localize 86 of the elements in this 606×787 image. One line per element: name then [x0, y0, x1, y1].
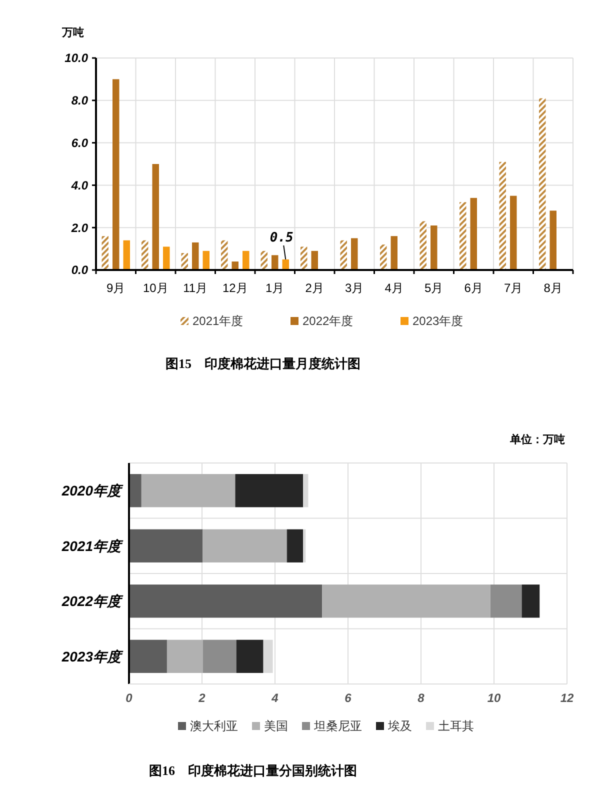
text: 图16 印度棉花进口量分国别统计图 [149, 763, 357, 778]
x-tick-label: 7月 [504, 281, 523, 295]
bar [303, 474, 308, 508]
x-tick-label: 2 [198, 691, 206, 705]
x-tick-label: 12月 [222, 281, 248, 295]
bar [236, 640, 264, 673]
x-tick-label: 1月 [266, 281, 284, 295]
x-tick-label: 8 [418, 691, 425, 705]
legend-label: 土耳其 [438, 719, 474, 733]
bar [141, 240, 148, 270]
bar [303, 529, 306, 562]
bar [232, 262, 239, 270]
bar [202, 640, 236, 673]
x-tick-label: 10月 [142, 281, 168, 295]
bar [522, 584, 540, 618]
bar [141, 474, 236, 508]
legend-label: 坦桑尼亚 [313, 719, 362, 733]
bar [102, 236, 108, 270]
bar [499, 162, 506, 270]
bar [112, 79, 120, 270]
bar [271, 255, 278, 270]
x-tick-label: 10 [487, 691, 501, 705]
text: 图15 印度棉花进口量月度统计图 [166, 356, 360, 371]
legend-label: 埃及 [387, 719, 412, 733]
bar [202, 529, 286, 562]
y-tick-label: 4.0 [70, 178, 88, 192]
bar [242, 250, 250, 270]
bar [470, 198, 478, 270]
x-tick-label: 0 [126, 691, 133, 705]
legend-label: 2021年度 [192, 314, 244, 328]
bar [311, 250, 318, 270]
x-tick-label: 12 [560, 691, 574, 705]
text: 单位：万吨 [509, 433, 565, 446]
bar [380, 244, 387, 270]
x-tick-label: 4月 [384, 281, 404, 295]
annotation: 0.5 [270, 230, 294, 246]
y-axis-title: 万吨 [61, 26, 84, 39]
bar [129, 640, 167, 673]
bar [340, 240, 347, 270]
bar [390, 236, 398, 270]
bar [420, 221, 426, 270]
x-tick-label: 5月 [424, 281, 444, 295]
x-tick-label: 8月 [544, 281, 562, 295]
y-tick-label: 2022年度 [60, 593, 124, 610]
legend-label: 澳大利亚 [190, 719, 238, 733]
bar [430, 225, 438, 270]
bar [300, 246, 308, 270]
bar [538, 98, 546, 270]
bar [129, 529, 203, 562]
x-tick-label: 11月 [183, 281, 208, 295]
y-tick-label: 10.0 [64, 51, 88, 66]
x-tick-label: 3月 [345, 281, 364, 295]
bar [129, 474, 142, 508]
y-tick-label: 2020年度 [60, 482, 124, 499]
y-tick-label: 2.0 [70, 220, 88, 235]
bar [181, 253, 188, 270]
bar [287, 529, 304, 562]
bar [490, 584, 522, 618]
legend-label: 2023年度 [412, 314, 464, 328]
bar [459, 202, 466, 270]
bar [129, 584, 322, 618]
x-tick-label: 4 [270, 691, 279, 705]
x-tick-label: 6月 [464, 281, 483, 295]
x-tick-label: 2月 [305, 281, 324, 295]
bar [235, 474, 304, 508]
y-tick-label: 2021年度 [60, 538, 124, 554]
bar [152, 164, 160, 270]
x-tick-label: 9月 [106, 281, 126, 295]
bar [322, 584, 490, 618]
bar [202, 250, 210, 270]
x-tick-label: 6 [344, 691, 352, 705]
bar [192, 242, 199, 270]
bar [166, 640, 203, 673]
y-tick-label: 2023年度 [60, 648, 124, 664]
legend-label: 美国 [264, 719, 288, 733]
bar [510, 196, 517, 270]
bar [123, 240, 130, 270]
bar [550, 210, 557, 270]
y-tick-label: 8.0 [71, 94, 88, 108]
y-tick-label: 6.0 [71, 136, 88, 150]
bar [163, 246, 170, 270]
legend-label: 2022年度 [302, 314, 354, 328]
bar [350, 238, 358, 270]
y-tick-label: 0.0 [71, 263, 88, 278]
bar [260, 250, 268, 270]
bar [220, 240, 228, 270]
